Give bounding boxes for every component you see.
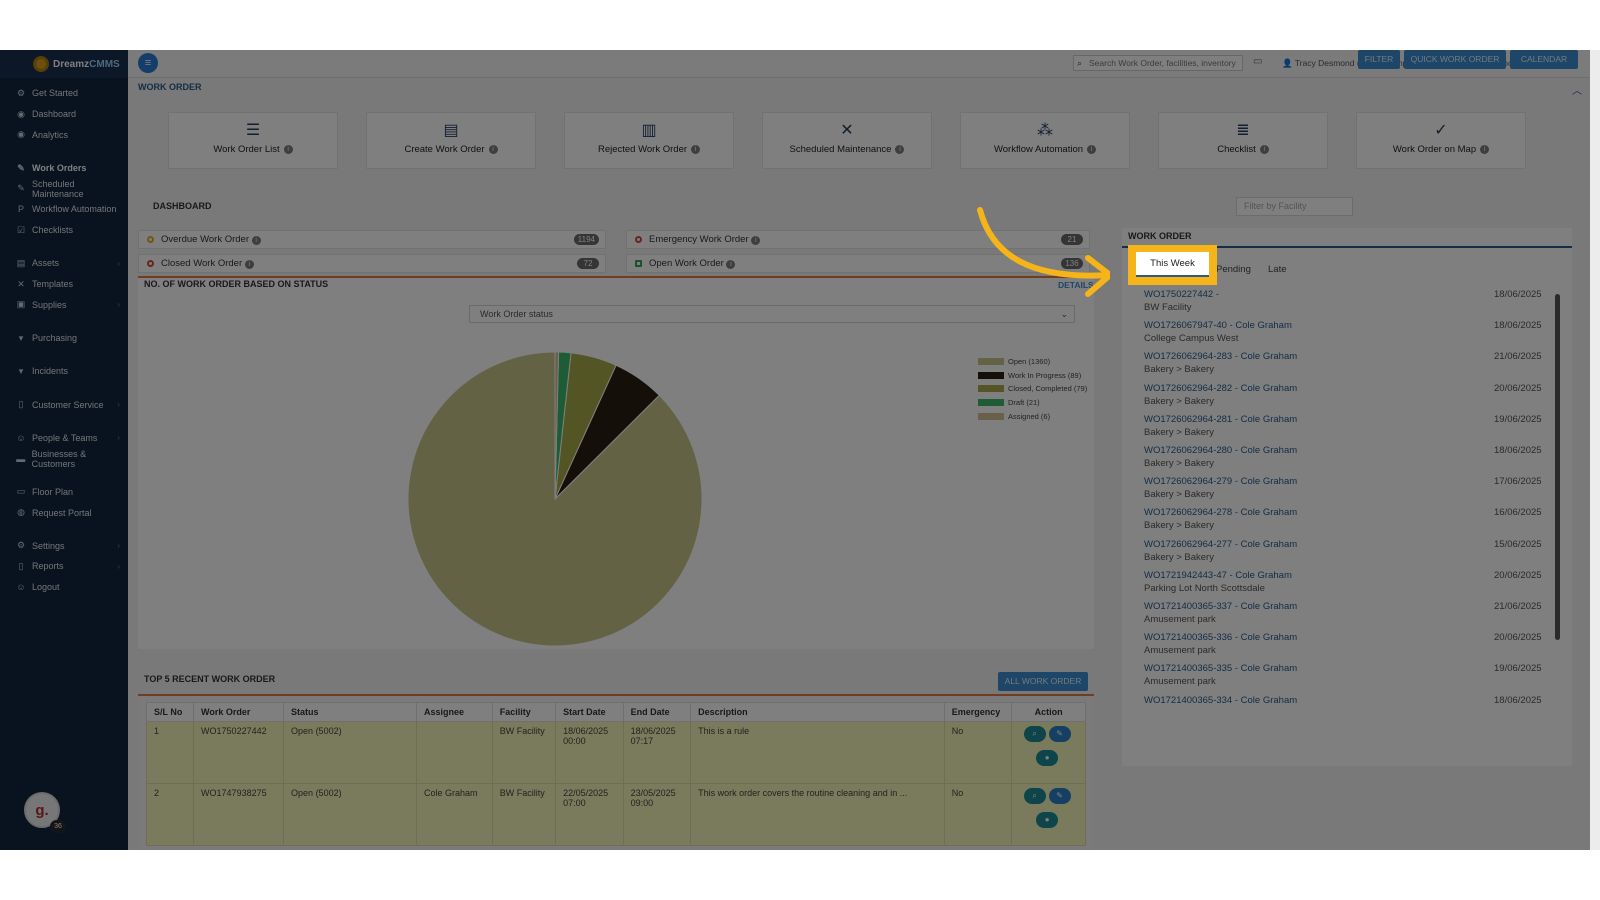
app-window: DreamzCMMS ⚙Get Started◉Dashboard◉Analyt… — [0, 50, 1600, 850]
highlighted-tab-this-week[interactable]: This Week — [1136, 252, 1209, 277]
tutorial-overlay — [0, 50, 1600, 850]
page-scrollbar[interactable] — [1590, 50, 1600, 850]
tutorial-arrow-icon — [977, 207, 1110, 297]
